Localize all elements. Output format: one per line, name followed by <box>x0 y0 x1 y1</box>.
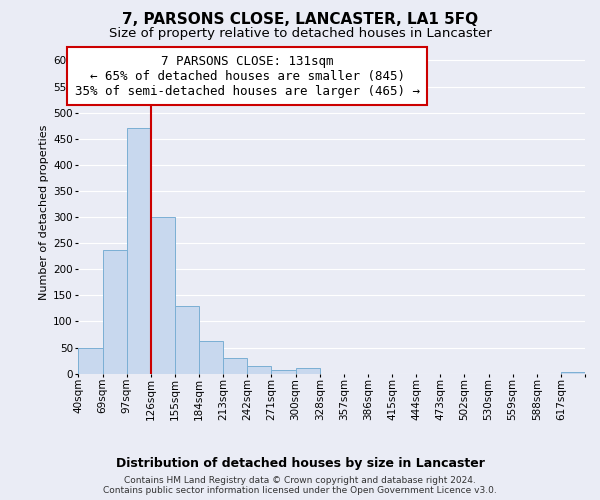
Text: Contains HM Land Registry data © Crown copyright and database right 2024.
Contai: Contains HM Land Registry data © Crown c… <box>103 476 497 495</box>
Text: 7 PARSONS CLOSE: 131sqm
← 65% of detached houses are smaller (845)
35% of semi-d: 7 PARSONS CLOSE: 131sqm ← 65% of detache… <box>75 54 420 98</box>
Bar <box>151 217 175 374</box>
Bar <box>199 342 223 374</box>
Y-axis label: Number of detached properties: Number of detached properties <box>39 124 49 300</box>
Text: 7, PARSONS CLOSE, LANCASTER, LA1 5FQ: 7, PARSONS CLOSE, LANCASTER, LA1 5FQ <box>122 12 478 28</box>
Bar <box>296 368 320 374</box>
Bar <box>127 128 151 374</box>
Bar <box>561 372 585 374</box>
Text: Distribution of detached houses by size in Lancaster: Distribution of detached houses by size … <box>116 458 484 470</box>
Bar <box>271 370 296 374</box>
Bar <box>103 250 127 374</box>
Bar <box>247 366 271 374</box>
Bar <box>79 348 103 374</box>
Text: Size of property relative to detached houses in Lancaster: Size of property relative to detached ho… <box>109 28 491 40</box>
Bar <box>223 358 247 374</box>
Bar <box>175 306 199 374</box>
